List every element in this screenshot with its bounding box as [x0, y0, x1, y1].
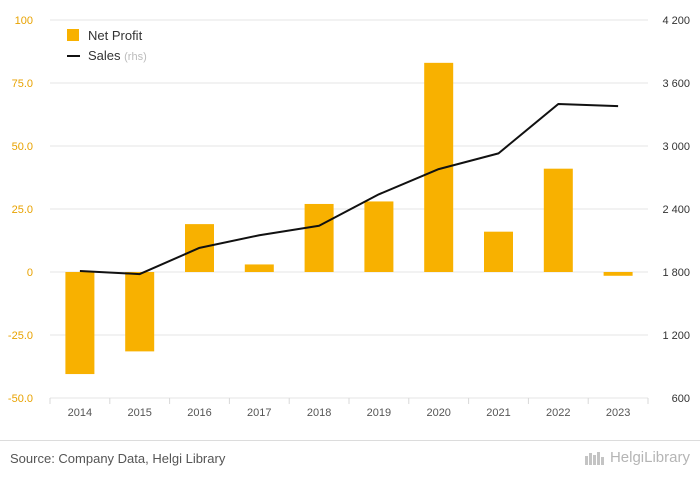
legend-label-net-profit: Net Profit: [88, 28, 143, 43]
brand-text: HelgiLibrary: [609, 449, 690, 466]
chart: -50.0 600 -25.0 1 200 0 1 800 25.0 2 400 50.0 3 0…: [8, 15, 690, 419]
right-axis-tick-label: 3 000: [662, 141, 690, 153]
x-axis-tick-label: 2021: [486, 407, 510, 419]
right-axis-tick-label: 1 800: [662, 267, 690, 279]
brand-logo: HelgiLibrary: [584, 449, 690, 466]
x-axis-tick-label: 2020: [426, 407, 450, 419]
x-axis-tick-label: 2018: [307, 407, 331, 419]
source-note: Source: Company Data, Helgi Library: [10, 451, 226, 466]
bar-net-profit: [603, 272, 633, 276]
left-axis-tick-label: 0: [27, 267, 33, 279]
left-axis-tick-label: 100: [15, 15, 33, 27]
right-axis-tick-label: 600: [672, 393, 690, 405]
left-axis-tick-label: 75.0: [12, 78, 33, 90]
legend-suffix-rhs: (rhs): [124, 51, 147, 63]
bar-net-profit: [484, 231, 513, 272]
bar-net-profit: [543, 168, 573, 272]
left-axis-tick-label: -50.0: [8, 393, 33, 405]
bar-net-profit: [244, 264, 274, 272]
x-axis-tick-label: 2015: [127, 407, 151, 419]
x-axis-tick-label: 2014: [68, 407, 92, 419]
legend-swatch-net-profit: [67, 29, 79, 41]
x-axis-tick-label: 2022: [546, 407, 570, 419]
left-axis-tick-label: 50.0: [12, 141, 33, 153]
x-axis-tick-label: 2017: [247, 407, 271, 419]
right-axis-tick-label: 4 200: [662, 15, 690, 27]
bar-net-profit: [65, 272, 95, 375]
right-axis-tick-label: 2 400: [662, 204, 690, 216]
right-axis-tick-label: 3 600: [662, 78, 690, 90]
bar-net-profit: [364, 201, 394, 272]
footer-divider: [0, 440, 700, 441]
left-axis-tick-label: -25.0: [8, 330, 33, 342]
library-logo-icon: [584, 451, 604, 465]
x-axis-tick-label: 2019: [367, 407, 391, 419]
line-sales: [79, 103, 619, 276]
legend-label-sales: Sales (rhs): [88, 48, 147, 63]
right-axis-tick-label: 1 200: [662, 330, 690, 342]
left-axis-tick-label: 25.0: [12, 204, 33, 216]
bar-net-profit: [125, 272, 155, 352]
x-axis-tick-label: 2016: [187, 407, 211, 419]
x-axis-tick-label: 2023: [606, 407, 630, 419]
bar-net-profit: [304, 203, 334, 272]
